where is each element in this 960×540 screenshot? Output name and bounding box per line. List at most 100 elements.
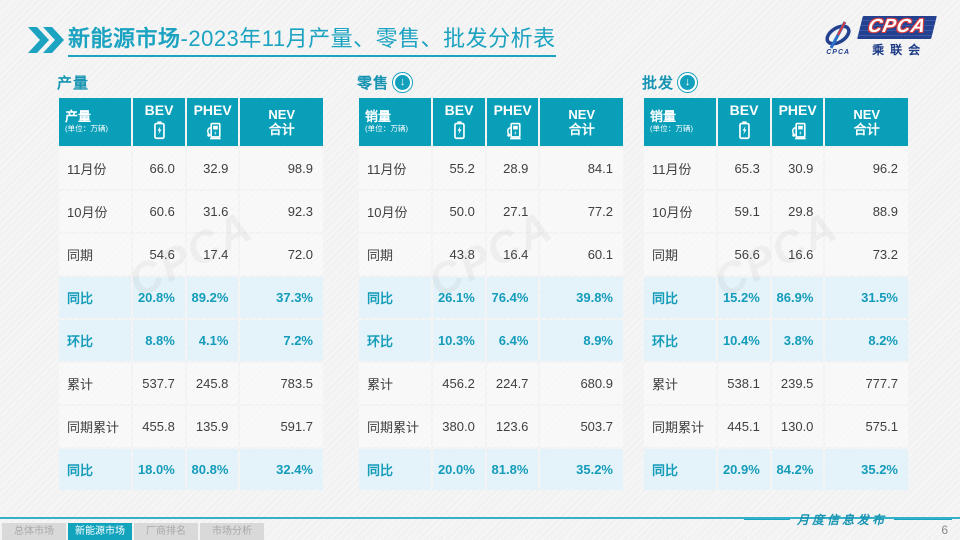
logo-swoosh: CPCA xyxy=(820,20,856,56)
row-value: 538.1 xyxy=(718,363,770,404)
footer-accent-line xyxy=(0,517,960,519)
battery-icon xyxy=(454,121,465,140)
table-row: 同比 26.1% 76.4% 39.8% xyxy=(359,277,623,318)
table-caption-row: 零售 ↓ xyxy=(357,70,625,94)
row-value: 3.8% xyxy=(771,320,824,361)
row-value: 10.4% xyxy=(718,320,770,361)
row-value: 783.5 xyxy=(240,363,323,404)
header-cell-bev: BEV xyxy=(133,98,185,146)
row-value: 98.9 xyxy=(240,148,323,189)
row-label: 同期累计 xyxy=(359,406,432,447)
table-row: 累计 537.7 245.8 783.5 xyxy=(59,363,323,404)
row-value: 4.1% xyxy=(186,320,239,361)
data-table: 批发 ↓ CPCA 销量 (单位：万辆) BEV xyxy=(642,70,910,492)
row-value: 245.8 xyxy=(186,363,239,404)
header-cell-nev: NEV 合计 xyxy=(825,98,908,146)
header-cell-metric: 销量 (单位：万辆) xyxy=(359,98,432,146)
row-label: 同期 xyxy=(359,234,432,275)
header-cell-nev: NEV 合计 xyxy=(240,98,323,146)
nev-label-line2: 合计 xyxy=(568,122,595,137)
footer-note-text: 月度信息发布 xyxy=(796,513,887,527)
header-row: 销量 (单位：万辆) BEV PHEV xyxy=(359,98,623,146)
row-label: 同期 xyxy=(59,234,132,275)
row-label: 同比 xyxy=(59,277,132,318)
page-title-rest: -2023年11月产量、零售、批发分析表 xyxy=(180,26,556,51)
row-value: 60.1 xyxy=(540,234,623,275)
org-name-cn: 乘联会 xyxy=(872,43,927,57)
row-value: 89.2% xyxy=(186,277,239,318)
footer-tab[interactable]: 市场分析 xyxy=(200,523,264,540)
footer-note: 月度信息发布 xyxy=(743,511,952,528)
table-row: 10月份 60.6 31.6 92.3 xyxy=(59,191,323,232)
row-value: 88.9 xyxy=(825,191,908,232)
row-value: 445.1 xyxy=(718,406,770,447)
row-value: 239.5 xyxy=(771,363,824,404)
row-value: 224.7 xyxy=(486,363,539,404)
table-row: 累计 456.2 224.7 680.9 xyxy=(359,363,623,404)
row-value: 18.0% xyxy=(133,449,185,490)
phev-label: PHEV xyxy=(193,102,232,118)
bev-label: BEV xyxy=(729,102,759,118)
row-value: 455.8 xyxy=(133,406,185,447)
note-dash-right xyxy=(894,519,952,520)
footer-tab[interactable]: 新能源市场 xyxy=(68,523,132,540)
row-value: 123.6 xyxy=(486,406,539,447)
row-label: 同比 xyxy=(644,277,717,318)
row-label: 11月份 xyxy=(644,148,717,189)
row-value: 43.8 xyxy=(433,234,485,275)
row-value: 10.3% xyxy=(433,320,485,361)
row-value: 31.5% xyxy=(825,277,908,318)
footer-tab[interactable]: 厂商排名 xyxy=(134,523,198,540)
first-column-header: 销量 xyxy=(365,109,392,124)
page-number: 6 xyxy=(941,523,948,537)
row-value: 96.2 xyxy=(825,148,908,189)
table-row: 同比 20.9% 84.2% 35.2% xyxy=(644,449,908,490)
row-value: 30.9 xyxy=(771,148,824,189)
cpca-band: CPCA xyxy=(857,16,937,39)
table-row: 同期 54.6 17.4 72.0 xyxy=(59,234,323,275)
row-value: 92.3 xyxy=(240,191,323,232)
row-value: 54.6 xyxy=(133,234,185,275)
tables-row: 产量 ↓ CPCA 产量 (单位：万辆) BEV xyxy=(0,70,960,500)
table-row: 同期累计 455.8 135.9 591.7 xyxy=(59,406,323,447)
note-dash-left xyxy=(743,519,790,520)
row-value: 32.9 xyxy=(186,148,239,189)
row-label: 累计 xyxy=(359,363,432,404)
row-label: 10月份 xyxy=(644,191,717,232)
row-value: 575.1 xyxy=(825,406,908,447)
row-label: 累计 xyxy=(644,363,717,404)
swoosh-icon xyxy=(825,21,851,49)
table-row: 11月份 65.3 30.9 96.2 xyxy=(644,148,908,189)
row-value: 130.0 xyxy=(771,406,824,447)
header-cell-bev: BEV xyxy=(718,98,770,146)
table-row: 10月份 59.1 29.8 88.9 xyxy=(644,191,908,232)
row-value: 59.1 xyxy=(718,191,770,232)
unit-label: (单位：万辆) xyxy=(650,124,694,133)
data-table: 产量 ↓ CPCA 产量 (单位：万辆) BEV xyxy=(57,70,325,492)
download-arrow-icon: ↓ xyxy=(393,72,413,92)
row-label: 10月份 xyxy=(359,191,432,232)
row-value: 8.8% xyxy=(133,320,185,361)
row-value: 20.9% xyxy=(718,449,770,490)
row-label: 同期累计 xyxy=(644,406,717,447)
header-cell-phev: PHEV xyxy=(771,98,824,146)
row-value: 72.0 xyxy=(240,234,323,275)
row-label: 同比 xyxy=(359,449,432,490)
row-label: 同期 xyxy=(644,234,717,275)
row-value: 60.6 xyxy=(133,191,185,232)
row-value: 76.4% xyxy=(486,277,539,318)
unit-label: (单位：万辆) xyxy=(65,124,109,133)
row-value: 84.1 xyxy=(540,148,623,189)
table-row: 同期 56.6 16.6 73.2 xyxy=(644,234,908,275)
row-value: 65.3 xyxy=(718,148,770,189)
footer-tab[interactable]: 总体市场 xyxy=(2,523,66,540)
row-value: 456.2 xyxy=(433,363,485,404)
row-value: 35.2% xyxy=(825,449,908,490)
nev-label-line1: NEV xyxy=(853,107,881,122)
row-value: 777.7 xyxy=(825,363,908,404)
table-row: 同比 18.0% 80.8% 32.4% xyxy=(59,449,323,490)
table-row: 累计 538.1 239.5 777.7 xyxy=(644,363,908,404)
row-value: 20.0% xyxy=(433,449,485,490)
phev-label: PHEV xyxy=(778,102,817,118)
